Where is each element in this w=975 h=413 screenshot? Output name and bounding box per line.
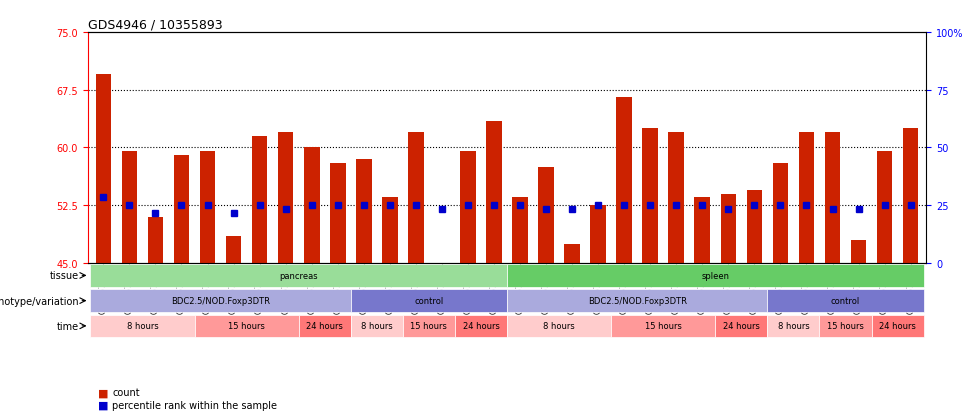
Text: 24 hours: 24 hours bbox=[722, 322, 760, 330]
Bar bbox=[91, 264, 507, 287]
Bar bbox=[512, 198, 527, 263]
Bar bbox=[507, 264, 923, 287]
Text: pancreas: pancreas bbox=[280, 271, 318, 280]
Bar bbox=[96, 75, 111, 263]
Text: percentile rank within the sample: percentile rank within the sample bbox=[112, 400, 277, 410]
Bar bbox=[174, 156, 189, 263]
Bar bbox=[147, 217, 163, 263]
Bar bbox=[716, 315, 767, 337]
Text: count: count bbox=[112, 387, 139, 397]
Bar bbox=[403, 315, 455, 337]
Bar bbox=[455, 315, 507, 337]
Text: GDS4946 / 10355893: GDS4946 / 10355893 bbox=[88, 19, 222, 32]
Text: 8 hours: 8 hours bbox=[127, 322, 158, 330]
Bar bbox=[590, 206, 605, 263]
Bar bbox=[851, 240, 867, 263]
Text: 15 hours: 15 hours bbox=[410, 322, 448, 330]
Bar bbox=[351, 315, 403, 337]
Bar bbox=[721, 194, 736, 263]
Bar bbox=[356, 159, 371, 263]
Bar bbox=[616, 98, 632, 263]
Text: 8 hours: 8 hours bbox=[778, 322, 809, 330]
Text: BDC2.5/NOD.Foxp3DTR: BDC2.5/NOD.Foxp3DTR bbox=[171, 297, 270, 305]
Text: BDC2.5/NOD.Foxp3DTR: BDC2.5/NOD.Foxp3DTR bbox=[588, 297, 686, 305]
Bar bbox=[195, 315, 298, 337]
Bar bbox=[767, 290, 923, 312]
Bar bbox=[825, 133, 840, 263]
Bar bbox=[200, 152, 215, 263]
Text: 24 hours: 24 hours bbox=[306, 322, 343, 330]
Bar bbox=[409, 133, 424, 263]
Bar bbox=[487, 121, 502, 263]
Bar bbox=[538, 167, 554, 263]
Bar bbox=[877, 152, 892, 263]
Text: 24 hours: 24 hours bbox=[879, 322, 916, 330]
Text: 8 hours: 8 hours bbox=[543, 322, 575, 330]
Text: 15 hours: 15 hours bbox=[644, 322, 682, 330]
Bar bbox=[903, 129, 918, 263]
Bar bbox=[669, 133, 684, 263]
Bar bbox=[767, 315, 819, 337]
Bar bbox=[565, 244, 580, 263]
Bar bbox=[330, 164, 345, 263]
Bar bbox=[799, 133, 814, 263]
Bar bbox=[611, 315, 716, 337]
Bar bbox=[91, 290, 351, 312]
Bar bbox=[226, 236, 242, 263]
Bar bbox=[507, 290, 767, 312]
Text: tissue: tissue bbox=[51, 271, 79, 281]
Bar bbox=[122, 152, 137, 263]
Text: 24 hours: 24 hours bbox=[462, 322, 499, 330]
Text: spleen: spleen bbox=[701, 271, 729, 280]
Text: control: control bbox=[414, 297, 444, 305]
Bar bbox=[351, 290, 507, 312]
Text: genotype/variation: genotype/variation bbox=[0, 296, 79, 306]
Text: ■: ■ bbox=[98, 387, 108, 397]
Bar bbox=[507, 315, 611, 337]
Bar bbox=[872, 315, 923, 337]
Bar bbox=[304, 148, 320, 263]
Bar bbox=[460, 152, 476, 263]
Bar bbox=[694, 198, 710, 263]
Bar bbox=[382, 198, 398, 263]
Bar bbox=[643, 129, 658, 263]
Bar bbox=[819, 315, 872, 337]
Text: control: control bbox=[831, 297, 860, 305]
Bar bbox=[298, 315, 351, 337]
Text: 8 hours: 8 hours bbox=[361, 322, 393, 330]
Text: 15 hours: 15 hours bbox=[228, 322, 265, 330]
Text: time: time bbox=[58, 321, 79, 331]
Bar bbox=[252, 137, 267, 263]
Bar bbox=[91, 315, 195, 337]
Text: ■: ■ bbox=[98, 400, 108, 410]
Bar bbox=[772, 164, 788, 263]
Bar bbox=[278, 133, 293, 263]
Text: 15 hours: 15 hours bbox=[827, 322, 864, 330]
Bar bbox=[747, 190, 762, 263]
